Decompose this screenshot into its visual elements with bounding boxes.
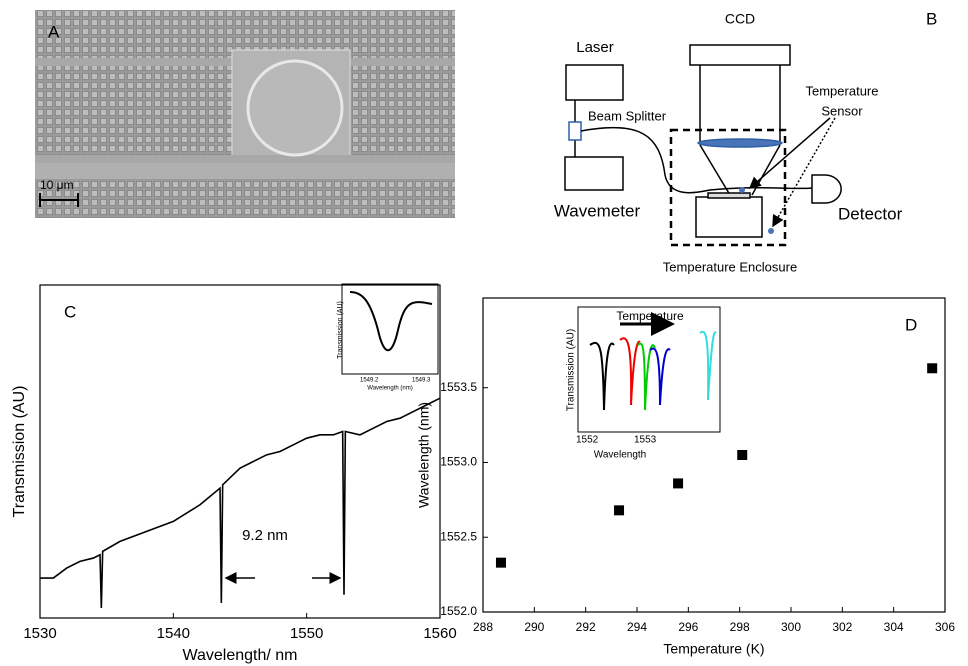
- inset-tick-label: 1552: [576, 435, 599, 446]
- sensor-label: Temperature: [806, 83, 879, 98]
- sensor-label: Sensor: [821, 103, 863, 118]
- enclosure-label: Temperature Enclosure: [663, 259, 797, 274]
- x-tick-label: 294: [627, 620, 647, 634]
- x-tick-label: 298: [730, 620, 750, 634]
- x-tick-label: 288: [473, 620, 493, 634]
- data-point: [495, 557, 506, 568]
- inset-tick-label: 1549.2: [360, 378, 379, 384]
- detector-label: Detector: [838, 204, 903, 223]
- x-tick-label: 300: [781, 620, 801, 634]
- x-tick-label: 1560: [423, 625, 456, 642]
- scale-bar-label: 10 μm: [40, 178, 74, 192]
- x-tick-label: 306: [935, 620, 955, 634]
- inset-c: [341, 283, 439, 375]
- ccd-label: CCD: [725, 11, 755, 27]
- laser-label: Laser: [576, 39, 614, 56]
- panel-label: B: [926, 9, 937, 28]
- y-axis-label: Wavelength (nm): [416, 402, 432, 508]
- x-tick-label: 1550: [290, 625, 323, 642]
- sem-image: [35, 10, 455, 218]
- inset-x-label: Wavelength (nm): [367, 386, 412, 392]
- wavemeter-label: Wavemeter: [554, 201, 641, 220]
- panel-label: A: [48, 22, 60, 41]
- y-tick-label: 1553.0: [440, 455, 477, 469]
- setup-diagram: [564, 44, 842, 247]
- inset-y-label: Transmission (AU): [337, 301, 344, 359]
- inset-tick-label: 1549.3: [412, 378, 431, 384]
- inset-y-label: Transmission (AU): [566, 329, 577, 411]
- x-axis-label: Wavelength/ nm: [182, 647, 297, 664]
- panel-label: D: [905, 315, 917, 334]
- x-tick-label: 1530: [23, 625, 56, 642]
- x-tick-label: 302: [832, 620, 852, 634]
- spectrum-line: [40, 397, 441, 609]
- x-tick-label: 1540: [157, 625, 190, 642]
- plot-frame: [39, 284, 441, 619]
- y-axis-label: Transmission (AU): [11, 386, 28, 518]
- inset-d: [577, 306, 721, 433]
- data-point: [927, 363, 938, 374]
- plot-frame: [482, 297, 946, 613]
- y-tick-label: 1553.5: [440, 380, 477, 394]
- x-axis-label: Temperature (K): [663, 641, 764, 657]
- x-tick-label: 290: [524, 620, 544, 634]
- panel-label: C: [64, 302, 76, 321]
- y-tick-label: 1552.5: [440, 529, 477, 543]
- annotation: 9.2 nm: [242, 527, 288, 544]
- data-point: [673, 478, 684, 489]
- beam-splitter-label: Beam Splitter: [588, 108, 667, 123]
- inset-x-label: Wavelength: [594, 450, 646, 461]
- data-point: [614, 505, 625, 516]
- x-tick-label: 304: [884, 620, 904, 634]
- data-point: [737, 450, 748, 460]
- x-tick-label: 296: [678, 620, 698, 634]
- inset-title: Temperature: [616, 309, 684, 323]
- inset-tick-label: 1553: [634, 435, 657, 446]
- x-tick-label: 292: [576, 620, 596, 634]
- y-tick-label: 1552.0: [440, 604, 477, 618]
